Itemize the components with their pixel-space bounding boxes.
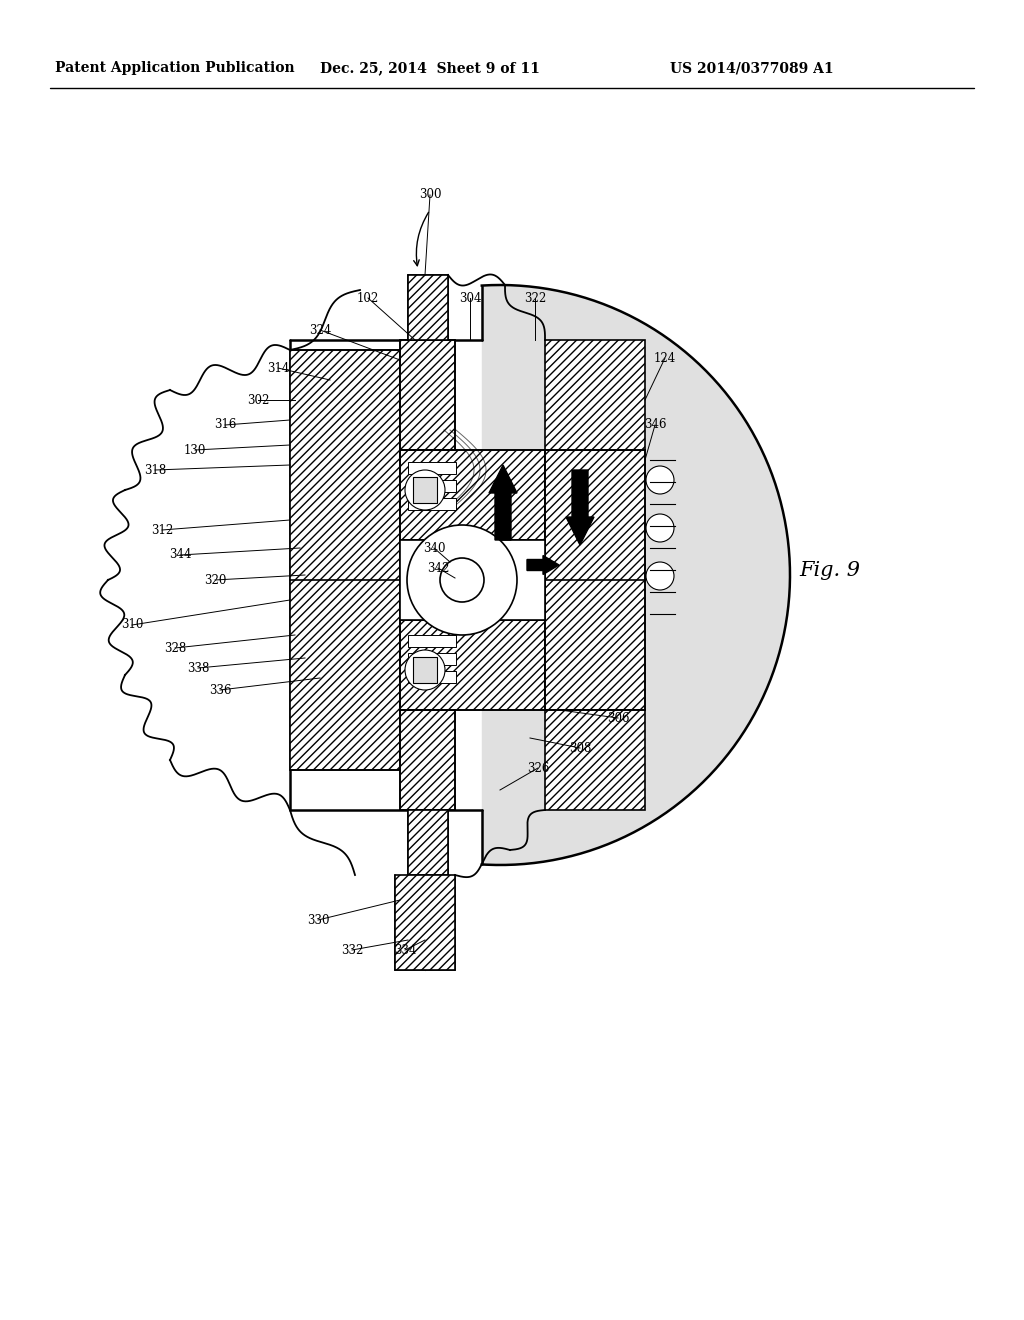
Bar [400,540,545,620]
Bar [400,620,545,710]
Text: 326: 326 [526,762,549,775]
Circle shape [406,470,445,510]
Text: 306: 306 [607,711,630,725]
Bar [290,350,400,770]
Bar [408,462,456,474]
Text: 330: 330 [307,913,330,927]
Text: 130: 130 [184,444,206,457]
Text: 344: 344 [169,549,191,561]
Bar [545,710,645,810]
Circle shape [646,562,674,590]
Bar [408,275,449,341]
Text: 302: 302 [247,393,269,407]
Bar [408,671,456,682]
Bar [545,341,645,450]
Bar [545,450,645,710]
Circle shape [406,649,445,690]
Text: 336: 336 [209,684,231,697]
Text: Dec. 25, 2014  Sheet 9 of 11: Dec. 25, 2014 Sheet 9 of 11 [321,61,540,75]
Text: US 2014/0377089 A1: US 2014/0377089 A1 [670,61,834,75]
Bar [408,635,456,647]
Text: Fig. 9: Fig. 9 [800,561,860,579]
Bar [408,480,456,492]
Bar [400,341,455,450]
Bar [413,657,437,682]
FancyArrow shape [489,465,517,540]
Text: 340: 340 [423,541,445,554]
Text: 310: 310 [121,619,143,631]
Text: 338: 338 [186,661,209,675]
Text: 324: 324 [309,323,331,337]
Circle shape [440,558,484,602]
Bar [395,875,455,970]
Text: 346: 346 [644,418,667,432]
Text: 334: 334 [394,944,416,957]
Text: Patent Application Publication: Patent Application Publication [55,61,295,75]
FancyArrow shape [527,556,559,574]
Text: 342: 342 [427,561,450,574]
Text: 300: 300 [419,189,441,202]
Text: 332: 332 [341,944,364,957]
Text: 322: 322 [524,292,546,305]
Bar [400,450,545,540]
Circle shape [407,525,517,635]
Text: 308: 308 [568,742,591,755]
Circle shape [646,466,674,494]
Text: 124: 124 [654,351,676,364]
Text: 312: 312 [151,524,173,536]
Circle shape [646,513,674,543]
Polygon shape [481,285,790,865]
FancyArrow shape [566,470,594,545]
Text: 304: 304 [459,292,481,305]
Text: 314: 314 [267,362,289,375]
Text: 102: 102 [357,292,379,305]
Text: 320: 320 [204,573,226,586]
Text: 316: 316 [214,418,237,432]
Text: 328: 328 [164,642,186,655]
Bar [408,653,456,665]
Bar [408,498,456,510]
Bar [413,477,437,503]
Bar [408,810,449,875]
Text: 318: 318 [144,463,166,477]
Bar [400,700,455,810]
